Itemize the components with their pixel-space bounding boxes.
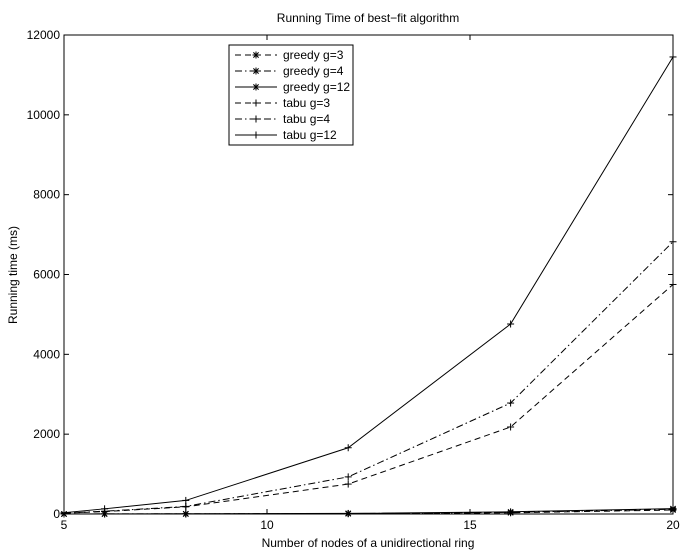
data-point [182, 510, 190, 518]
series-tabu-g-12 [60, 53, 677, 517]
data-point [344, 480, 352, 488]
series-layer [60, 53, 677, 518]
legend-item: tabu g=12 [235, 128, 337, 142]
series-tabu-g-4 [60, 238, 677, 517]
y-tick-label: 0 [53, 507, 60, 521]
legend-item: greedy g=12 [235, 80, 350, 94]
data-point [507, 423, 515, 431]
data-point [507, 508, 515, 516]
x-axis-label: Number of nodes of a unidirectional ring [262, 536, 475, 550]
legend-marker [252, 131, 260, 139]
data-point [182, 496, 190, 504]
data-point [669, 53, 677, 61]
data-point [669, 238, 677, 246]
y-tick-label: 4000 [33, 347, 60, 361]
y-axis-label: Running time (ms) [6, 226, 20, 324]
legend-marker [252, 99, 260, 107]
x-tick-label: 5 [61, 518, 68, 532]
y-tick-label: 6000 [33, 268, 60, 282]
legend-item: greedy g=4 [235, 64, 344, 78]
series-line [63, 241, 674, 514]
series-line [63, 508, 674, 515]
legend: greedy g=3 greedy g=4 greedy g=12 tabu g=3 t… [228, 44, 354, 146]
x-tick-label: 20 [666, 518, 680, 532]
x-tick-label: 15 [463, 518, 477, 532]
data-point [60, 509, 68, 517]
data-point [344, 444, 352, 452]
legend-marker [252, 67, 260, 75]
legend-label: tabu g=3 [283, 96, 330, 110]
y-tick-label: 8000 [33, 188, 60, 202]
data-point [507, 320, 515, 328]
legend-marker [252, 83, 260, 91]
data-point [344, 509, 352, 517]
x-tick-label: 10 [260, 518, 274, 532]
legend-label: tabu g=4 [283, 112, 330, 126]
series-line [63, 56, 674, 514]
data-point [507, 399, 515, 407]
legend-marker [252, 51, 260, 59]
data-point [101, 505, 109, 513]
legend-label: greedy g=3 [283, 48, 344, 62]
y-tick-label: 2000 [33, 427, 60, 441]
legend-label: tabu g=12 [283, 128, 337, 142]
legend-label: greedy g=12 [283, 80, 350, 94]
data-point [669, 280, 677, 288]
legend-item: tabu g=3 [235, 96, 330, 110]
series-tabu-g-3 [60, 280, 677, 517]
legend-label: greedy g=4 [283, 64, 344, 78]
axis-ticks: 5 10 15 20 0 2000 4000 6000 8000 10000 12000 [27, 28, 680, 532]
plot-area [63, 34, 674, 515]
y-tick-label: 10000 [27, 108, 61, 122]
legend-item: tabu g=4 [235, 112, 330, 126]
legend-marker [252, 115, 260, 123]
data-point [344, 473, 352, 481]
data-point [669, 505, 677, 513]
chart-title: Running Time of best−fit algorithm [277, 11, 459, 25]
legend-box [228, 44, 354, 146]
series-line [63, 284, 674, 514]
legend-item: greedy g=3 [235, 48, 344, 62]
y-tick-label: 12000 [27, 28, 61, 42]
data-point [182, 502, 190, 510]
